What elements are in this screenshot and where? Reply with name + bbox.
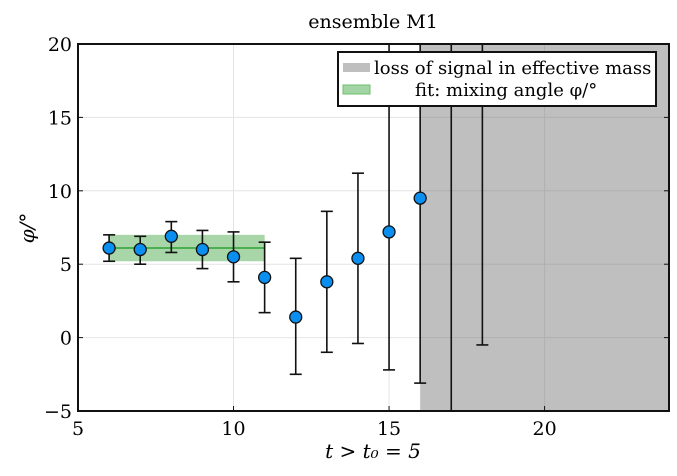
y-tick-label: 15 bbox=[48, 107, 72, 129]
data-point bbox=[320, 275, 334, 289]
x-tick-label: 20 bbox=[532, 418, 556, 440]
data-point bbox=[102, 241, 116, 255]
data-point bbox=[413, 191, 427, 205]
data-point bbox=[226, 250, 241, 264]
plot-area: 5 10 15 20 −5 0 5 10 15 20 loss of signal in effec… bbox=[44, 34, 670, 440]
y-tick-label: 0 bbox=[60, 328, 72, 350]
x-tick-label: 15 bbox=[377, 418, 401, 440]
y-tick-label: −5 bbox=[44, 401, 72, 423]
data-point bbox=[195, 242, 210, 257]
legend-label: loss of signal in effective mass bbox=[374, 58, 651, 79]
y-tick-label: 5 bbox=[60, 254, 72, 276]
x-axis-label: t > t₀ = 5 bbox=[325, 439, 421, 463]
legend-box bbox=[337, 51, 657, 107]
data-point bbox=[351, 251, 365, 265]
x-tick-label: 5 bbox=[72, 418, 84, 440]
x-tick-label: 10 bbox=[221, 418, 245, 440]
legend-swatch bbox=[342, 84, 371, 95]
data-point bbox=[164, 229, 178, 243]
legend-swatch bbox=[343, 63, 370, 72]
y-tick-label: 20 bbox=[48, 34, 72, 56]
legend-label: fit: mixing angle φ/° bbox=[415, 80, 597, 101]
y-axis-label: φ/° bbox=[15, 213, 39, 244]
chart-title: ensemble M1 bbox=[308, 11, 438, 33]
data-point bbox=[257, 270, 272, 285]
axes-frame bbox=[77, 43, 670, 412]
data-point bbox=[289, 310, 303, 324]
data-point bbox=[133, 242, 147, 257]
data-point bbox=[382, 225, 396, 239]
y-tick-label: 10 bbox=[48, 181, 72, 203]
